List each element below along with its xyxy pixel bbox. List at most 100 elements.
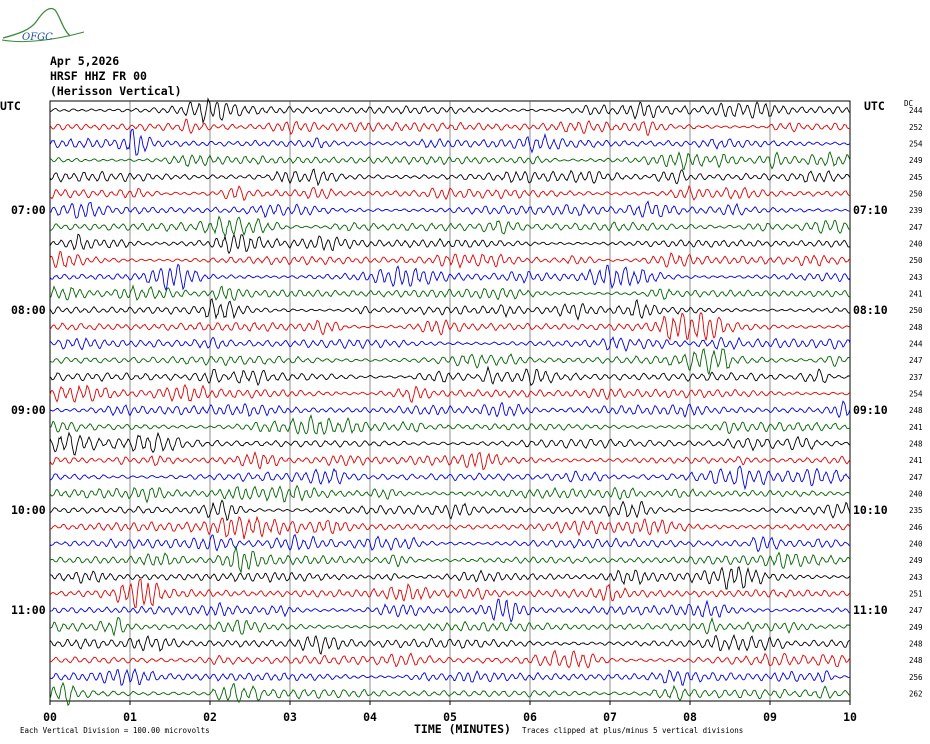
- trace-line: [49, 298, 851, 321]
- x-tick-label: 10: [843, 710, 857, 724]
- dc-offset-value: 262: [909, 690, 923, 699]
- dc-offset-value: 248: [909, 323, 923, 332]
- dc-offset-value: 248: [909, 640, 923, 649]
- trace-line: [49, 151, 851, 171]
- trace-line: [49, 250, 851, 269]
- dc-offset-value: 240: [909, 490, 923, 499]
- division-note: Each Vertical Division = 100.00 microvol…: [20, 726, 210, 735]
- dc-offset-value: 250: [909, 306, 923, 315]
- trace-line: [49, 233, 851, 255]
- x-tick-label: 05: [443, 710, 457, 724]
- ofgc-logo: OFGC: [1, 7, 85, 43]
- right-time-label: 11:10: [853, 603, 888, 617]
- trace-line: [49, 263, 851, 292]
- logo-swoosh-icon: [1, 31, 85, 43]
- dc-offset-value: 239: [909, 206, 923, 215]
- left-utc-label: UTC: [0, 99, 21, 113]
- trace-line: [49, 311, 851, 342]
- hour-label: 10:00: [11, 503, 46, 517]
- dc-offset-value: 240: [909, 240, 923, 249]
- hour-label: 08:00: [11, 303, 46, 317]
- dc-offset-value: 247: [909, 606, 923, 615]
- trace-line: [49, 546, 851, 574]
- trace-line: [49, 118, 851, 137]
- x-tick-label: 00: [43, 710, 57, 724]
- trace-line: [49, 465, 851, 491]
- trace-line: [49, 336, 851, 353]
- dc-offset-value: 249: [909, 623, 923, 632]
- hour-label: 09:00: [11, 403, 46, 417]
- right-utc-label: UTC: [864, 99, 885, 113]
- x-tick-label: 09: [763, 710, 777, 724]
- x-tick-label: 06: [523, 710, 537, 724]
- dc-offset-value: 247: [909, 473, 923, 482]
- trace-line: [49, 400, 851, 419]
- trace-line: [49, 598, 851, 624]
- x-axis-label: TIME (MINUTES): [414, 722, 511, 736]
- dc-offset-value: 249: [909, 156, 923, 165]
- right-time-label: 09:10: [853, 403, 888, 417]
- trace-line: [49, 200, 851, 219]
- trace-line: [49, 499, 851, 522]
- trace-line: [49, 649, 851, 669]
- x-tick-label: 01: [123, 710, 137, 724]
- logo-text: OFGC: [22, 32, 53, 43]
- dc-offset-value: 241: [909, 290, 923, 299]
- x-tick-label: 08: [683, 710, 697, 724]
- dc-offset-value: 247: [909, 223, 923, 232]
- dc-offset-value: 256: [909, 673, 923, 682]
- dc-offset-value: 237: [909, 373, 923, 382]
- clip-note: Traces clipped at plus/minus 5 vertical …: [522, 726, 743, 735]
- trace-line: [49, 215, 851, 238]
- trace-line: [49, 668, 850, 686]
- dc-offset-labels: 244 252 254 249 245 250 239 247 240 250 243 241 250 2…: [909, 106, 923, 698]
- dc-offset-value: 245: [909, 173, 923, 182]
- trace-line: [49, 168, 851, 187]
- right-time-label: 10:10: [853, 503, 888, 517]
- trace-line: [49, 284, 851, 302]
- dc-offset-value: 250: [909, 256, 923, 265]
- trace-line: [49, 97, 851, 125]
- trace-line: [49, 484, 851, 504]
- trace-line: [49, 578, 851, 609]
- dc-offset-value: 235: [909, 506, 923, 515]
- dc-offset-value: 250: [909, 190, 923, 199]
- right-time-labels: 07:10 08:10 09:10 10:10 11:10: [853, 203, 888, 617]
- trace-line: [49, 431, 851, 456]
- hour-label: 07:00: [11, 203, 46, 217]
- dc-offset-value: 244: [909, 106, 923, 115]
- dc-offset-value: 248: [909, 440, 923, 449]
- trace-line: [49, 681, 851, 707]
- trace-line: [49, 365, 851, 386]
- plot-date: Apr 5,2026: [50, 54, 119, 68]
- hour-label: 11:00: [11, 603, 46, 617]
- left-hour-labels: 07:00 08:00 09:00 10:00 11:00: [11, 203, 46, 617]
- station-code: HRSF HHZ FR 00: [50, 69, 147, 83]
- dc-offset-value: 241: [909, 456, 923, 465]
- trace-line: [49, 185, 851, 202]
- right-time-label: 07:10: [853, 203, 888, 217]
- x-axis-ticks: 00 01 02 03 04 05 06 07 08 09 10: [43, 701, 857, 724]
- dc-offset-value: 244: [909, 340, 923, 349]
- x-tick-label: 02: [203, 710, 217, 724]
- station-location: (Herisson Vertical): [50, 84, 182, 98]
- trace-line: [49, 413, 851, 436]
- dc-offset-value: 241: [909, 423, 923, 432]
- seismic-traces: [49, 97, 851, 707]
- dc-offset-value: 248: [909, 406, 923, 415]
- dc-offset-value: 240: [909, 540, 923, 549]
- trace-line: [49, 533, 850, 553]
- dc-offset-value: 247: [909, 356, 923, 365]
- dc-label: DC: [904, 99, 913, 108]
- logo-mountain-icon: [2, 7, 71, 39]
- right-time-label: 08:10: [853, 303, 888, 317]
- x-tick-label: 04: [363, 710, 377, 724]
- dc-offset-value: 252: [909, 123, 923, 132]
- x-tick-label: 03: [283, 710, 297, 724]
- dc-offset-value: 249: [909, 556, 923, 565]
- trace-line: [49, 565, 851, 590]
- x-tick-label: 07: [603, 710, 617, 724]
- trace-line: [49, 383, 851, 403]
- trace-line: [49, 633, 851, 655]
